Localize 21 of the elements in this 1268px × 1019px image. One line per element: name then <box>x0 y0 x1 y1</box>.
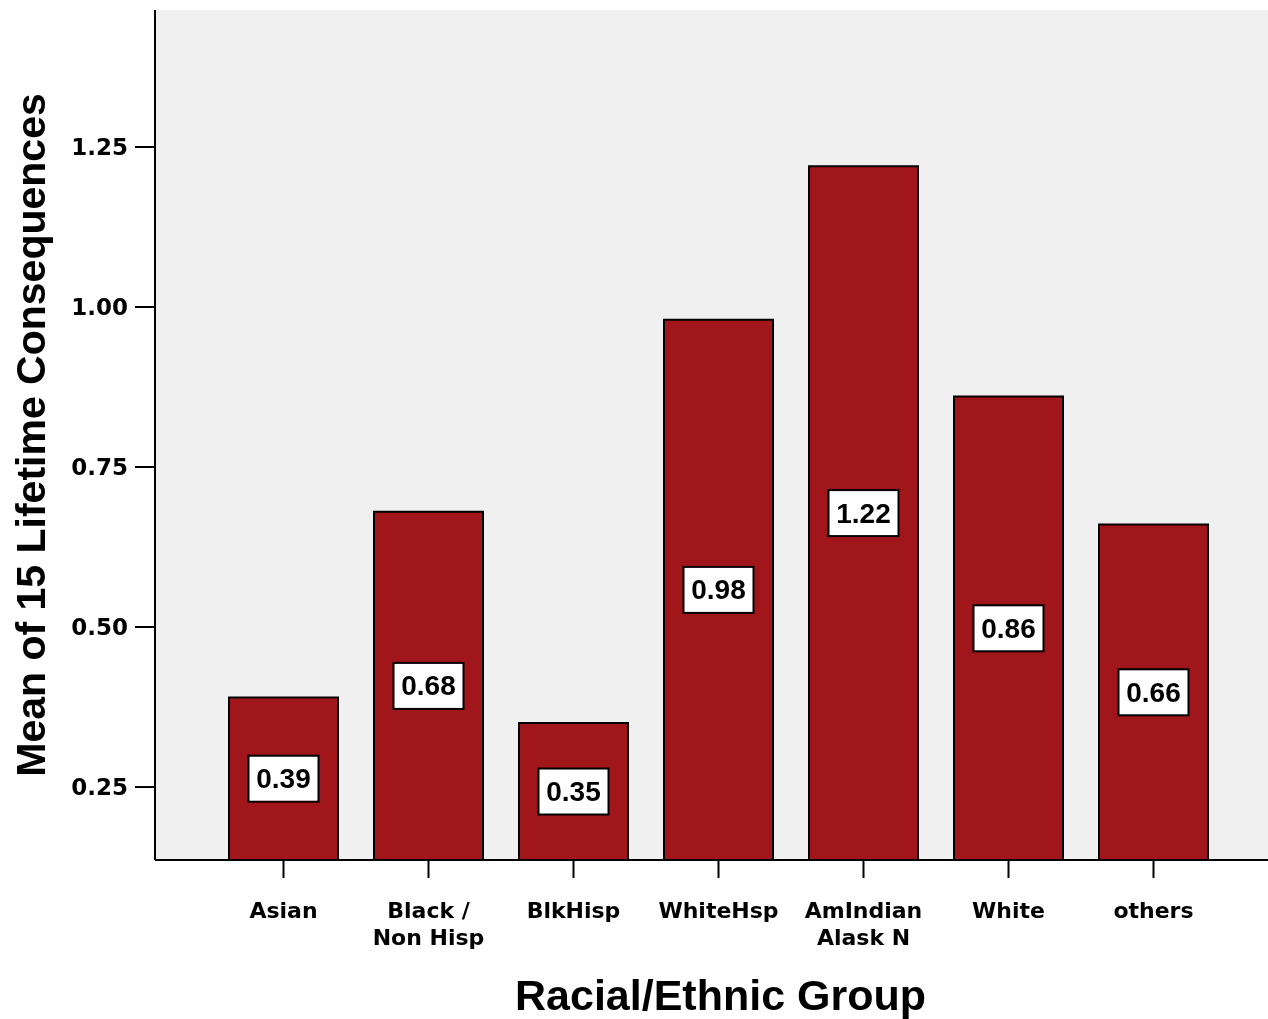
x-axis-title: Racial/Ethnic Group <box>515 971 926 1019</box>
data-label: 0.68 <box>401 670 456 702</box>
x-tick-label: White <box>972 898 1045 923</box>
y-tick-label: 0.50 <box>71 614 128 641</box>
y-tick-label: 0.25 <box>71 774 128 801</box>
x-tick-label: AmIndian Alask N <box>804 898 923 950</box>
x-tick-label: Asian <box>249 898 318 923</box>
y-tick-label: 1.25 <box>71 134 128 161</box>
data-label: 1.22 <box>836 497 891 529</box>
data-label: 0.86 <box>981 612 1036 644</box>
y-tick-label: 0.75 <box>71 454 128 481</box>
data-label: 0.35 <box>546 776 601 808</box>
data-label: 0.66 <box>1126 676 1181 708</box>
y-axis-title: Mean of 15 Lifetime Consequences <box>8 93 54 777</box>
data-label: 0.98 <box>691 574 746 606</box>
x-tick-label: others <box>1113 898 1194 923</box>
x-tick-label: BlkHisp <box>526 898 621 923</box>
data-label: 0.39 <box>256 763 311 795</box>
y-tick-label: 1.00 <box>71 294 128 321</box>
x-tick-label: WhiteHsp <box>658 898 779 923</box>
x-tick-label: Black / Non Hisp <box>372 898 485 950</box>
